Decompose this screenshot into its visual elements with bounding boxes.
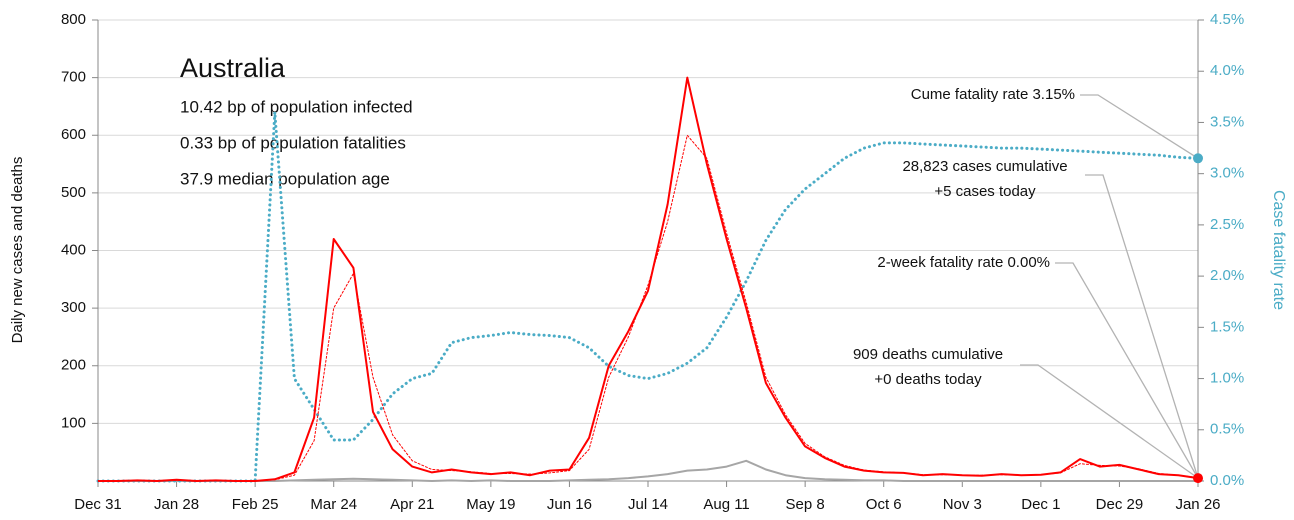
annotation: Cume fatality rate 3.15% — [911, 86, 1075, 103]
x-tick-label: Aug 11 — [703, 496, 749, 513]
y2-tick-label: 0.0% — [1210, 472, 1244, 489]
leader-line — [1055, 262, 1199, 479]
x-tick-label: Dec 31 — [74, 496, 122, 513]
x-tick-label: May 19 — [466, 496, 515, 513]
y2-tick-label: 4.5% — [1210, 11, 1244, 28]
y2-axis-title: Case fatality rate — [1270, 190, 1287, 310]
series-line — [98, 76, 1199, 482]
x-tick-label: Nov 3 — [943, 496, 982, 513]
x-tick-label: Apr 21 — [390, 496, 434, 513]
country-title: Australia — [180, 53, 286, 83]
annotation: +0 deaths today — [874, 371, 982, 388]
series-line — [98, 459, 1198, 482]
x-tick-label: Sep 8 — [786, 496, 825, 513]
x-tick-label: Jun 16 — [547, 496, 592, 513]
y-axis-title: Daily new cases and deaths — [9, 157, 26, 344]
annotation: 2-week fatality rate 0.00% — [877, 254, 1050, 271]
y2-tick-label: 2.5% — [1210, 216, 1244, 233]
y2-tick-label: 2.0% — [1210, 267, 1244, 284]
x-tick-label: Jan 26 — [1175, 496, 1220, 513]
y-tick-label: 400 — [61, 241, 86, 258]
annotation: 28,823 cases cumulative — [902, 158, 1067, 175]
x-tick-label: Mar 24 — [310, 496, 357, 513]
y-tick-label: 600 — [61, 126, 86, 143]
x-tick-label: Jan 28 — [154, 496, 199, 513]
y-tick-label: 700 — [61, 69, 86, 86]
series-line — [96, 110, 1200, 483]
x-tick-label: Dec 29 — [1096, 496, 1144, 513]
info-line: 37.9 median population age — [180, 169, 390, 188]
y2-tick-label: 1.0% — [1210, 370, 1244, 387]
y-tick-label: 100 — [61, 414, 86, 431]
end-marker — [1193, 473, 1203, 484]
annotation: 909 deaths cumulative — [853, 346, 1003, 363]
y-tick-label: 500 — [61, 184, 86, 201]
leader-line — [1080, 94, 1199, 159]
y-tick-label: 200 — [61, 357, 86, 374]
x-tick-label: Jul 14 — [628, 496, 668, 513]
y2-tick-label: 0.5% — [1210, 421, 1244, 438]
y-tick-label: 800 — [61, 11, 86, 28]
info-line: 0.33 bp of population fatalities — [180, 133, 406, 152]
y2-tick-label: 1.5% — [1210, 318, 1244, 335]
x-tick-label: Oct 6 — [866, 496, 902, 513]
y-tick-label: 300 — [61, 299, 86, 316]
annotation: +5 cases today — [934, 183, 1036, 200]
x-tick-label: Dec 1 — [1021, 496, 1060, 513]
info-line: 10.42 bp of population infected — [180, 97, 413, 116]
leader-line — [1020, 364, 1199, 479]
y2-tick-label: 3.0% — [1210, 165, 1244, 182]
end-marker — [1193, 153, 1203, 164]
y2-tick-label: 4.0% — [1210, 62, 1244, 79]
x-tick-label: Feb 25 — [232, 496, 279, 513]
leader-line — [1085, 174, 1199, 479]
y2-tick-label: 3.5% — [1210, 113, 1244, 130]
